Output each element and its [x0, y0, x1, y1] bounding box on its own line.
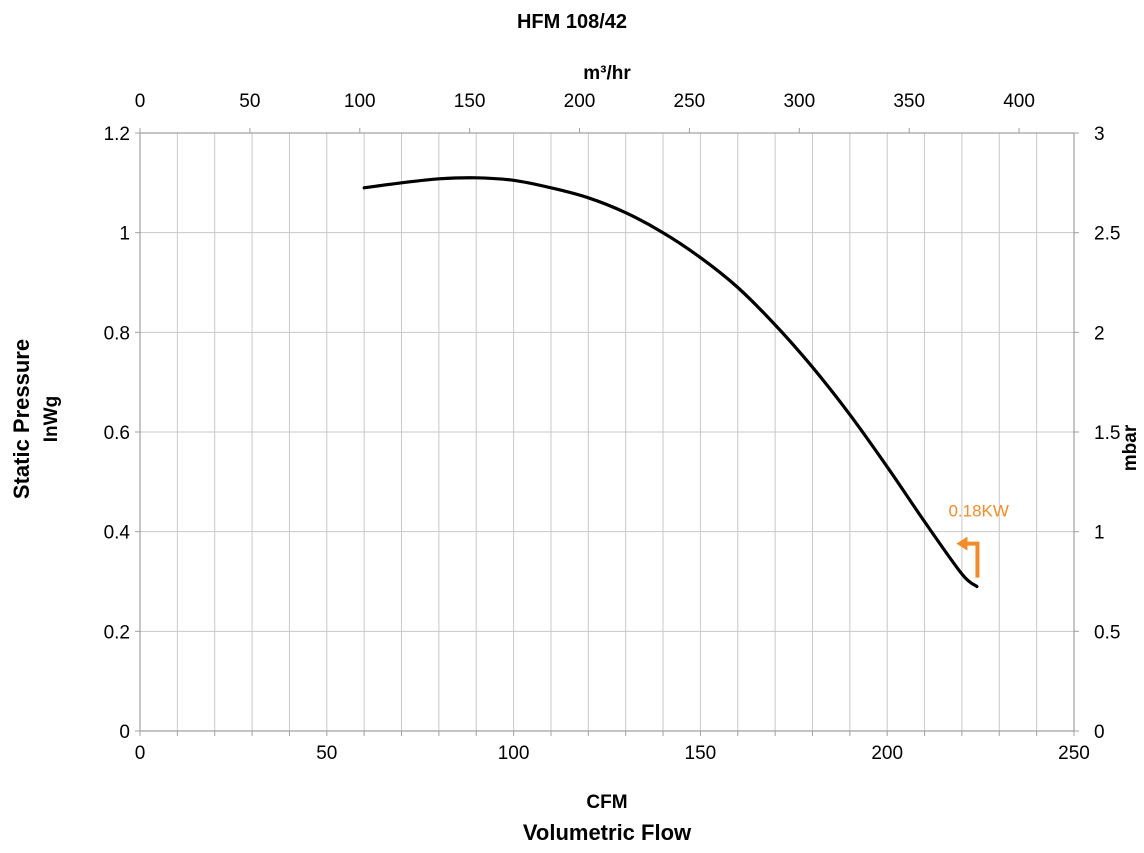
- y-right-tick-label: 0.5: [1094, 622, 1120, 643]
- x-axis-secondary-title: Volumetric Flow: [523, 820, 692, 845]
- right-axis-title: mbar: [1120, 424, 1141, 471]
- y-axis-title: Static Pressure: [9, 339, 34, 499]
- y-right-tick-label: 2: [1094, 323, 1105, 344]
- y-tick-label: 0.6: [104, 423, 130, 444]
- y-right-tick-label: 2.5: [1094, 224, 1120, 245]
- x-tick-label: 0: [135, 743, 146, 764]
- y-tick-label: 1.2: [104, 124, 130, 145]
- x-top-tick-label: 400: [1003, 91, 1035, 112]
- y-right-tick-label: 1: [1094, 523, 1105, 544]
- x-top-tick-label: 150: [454, 91, 486, 112]
- x-axis-title: CFM: [586, 792, 627, 813]
- x-tick-label: 50: [316, 743, 337, 764]
- y-tick-label: 0.4: [104, 523, 131, 544]
- x-top-tick-label: 200: [564, 91, 596, 112]
- x-tick-label: 150: [685, 743, 717, 764]
- annotation-label: 0.18KW: [948, 502, 1008, 521]
- y-tick-label: 0.2: [104, 622, 130, 643]
- grid-layer: [140, 132, 1074, 731]
- annotation-arrowhead: [956, 536, 968, 551]
- x-top-tick-label: 250: [674, 91, 706, 112]
- y-right-tick-label: 0: [1094, 722, 1105, 743]
- series-layer: [362, 176, 979, 589]
- y-axis-unit: InWg: [41, 396, 62, 442]
- series-line-fan-curve: [362, 176, 979, 589]
- annotation-arrow: [966, 541, 980, 578]
- top-axis-title: m³/hr: [583, 63, 631, 84]
- annotation-layer: 0.18KW: [948, 502, 1009, 578]
- y-right-tick-label: 1.5: [1094, 423, 1120, 444]
- x-tick-label: 200: [871, 743, 903, 764]
- x-top-tick-label: 300: [783, 91, 815, 112]
- y-right-tick-label: 3: [1094, 124, 1105, 145]
- y-tick-label: 1: [119, 224, 130, 245]
- x-top-tick-label: 50: [239, 91, 260, 112]
- x-top-tick-label: 350: [893, 91, 925, 112]
- y-tick-label: 0.8: [104, 323, 130, 344]
- chart-title: HFM 108/42: [517, 11, 627, 33]
- x-top-tick-label: 0: [135, 91, 146, 112]
- y-tick-label: 0: [119, 722, 130, 743]
- x-tick-label: 250: [1058, 743, 1090, 764]
- x-tick-label: 100: [498, 743, 530, 764]
- x-top-tick-label: 100: [344, 91, 376, 112]
